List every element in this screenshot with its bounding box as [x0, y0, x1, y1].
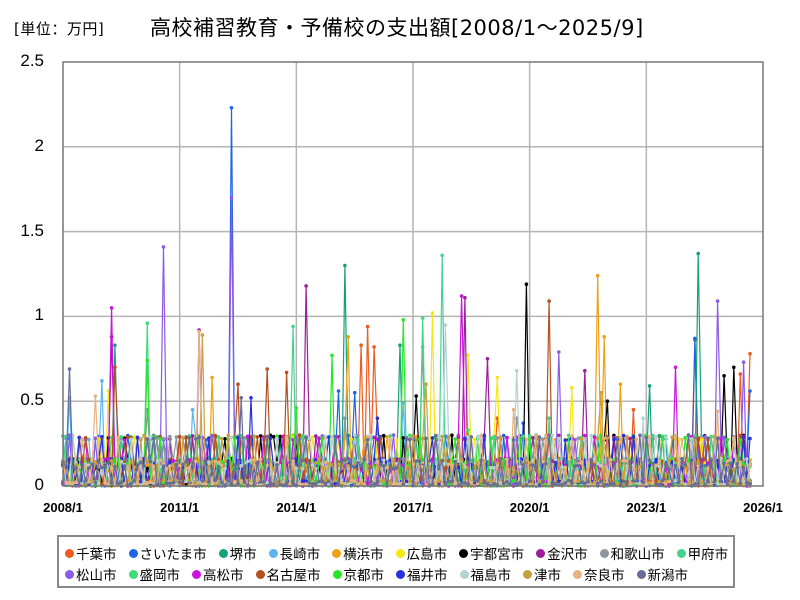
legend-label: 盛岡市 — [139, 568, 181, 584]
legend-item: 甲府市 — [676, 543, 729, 563]
x-tick-label: 2011/1 — [160, 500, 200, 515]
legend-marker-icon — [676, 548, 686, 558]
y-tick-label: 0.5 — [20, 390, 44, 410]
y-tick-label: 2 — [34, 135, 44, 155]
legend-marker-icon — [268, 548, 278, 558]
legend-item: 広島市 — [395, 543, 448, 563]
legend-item: 京都市 — [332, 564, 385, 584]
legend: 千葉市 さいたま市 堺市 長崎市 横浜市 広島市 宇都宮市 金沢市 和歌山市 甲府市 松山市 盛岡市… — [57, 535, 735, 588]
legend-item: 横浜市 — [332, 543, 384, 563]
legend-marker-icon — [636, 569, 646, 579]
legend-item: 津市 — [523, 564, 561, 584]
legend-label: 高松市 — [203, 568, 244, 584]
legend-item: 福島市 — [459, 564, 512, 584]
legend-marker-icon — [332, 548, 342, 558]
legend-marker-icon — [128, 569, 138, 579]
legend-label: 津市 — [534, 568, 561, 584]
legend-item: 高松市 — [192, 564, 244, 584]
legend-item: 福井市 — [396, 564, 448, 584]
legend-item: 金沢市 — [536, 543, 588, 563]
legend-label: 甲府市 — [687, 547, 729, 563]
legend-item: 新潟市 — [636, 564, 689, 584]
legend-label: 福井市 — [407, 568, 448, 584]
x-tick-label: 2014/1 — [276, 500, 317, 515]
x-tick-label: 2008/1 — [43, 500, 83, 515]
legend-marker-icon — [395, 548, 405, 558]
legend-label: 宇都宮市 — [470, 547, 525, 563]
legend-item: 堺市 — [218, 543, 257, 563]
series-lines — [61, 106, 752, 489]
gridlines — [63, 62, 763, 486]
x-tick-label: 2017/1 — [393, 500, 433, 515]
legend-marker-icon — [218, 548, 228, 558]
legend-marker-icon — [459, 548, 469, 558]
y-tick-label: 0 — [34, 475, 44, 494]
y-tick-label: 1.5 — [20, 220, 44, 240]
legend-item: 松山市 — [65, 564, 117, 584]
legend-label: 和歌山市 — [610, 547, 665, 563]
legend-label: 名古屋市 — [266, 568, 321, 584]
legend-marker-icon — [459, 569, 469, 579]
legend-label: 京都市 — [343, 568, 385, 584]
plot-frame — [62, 61, 764, 487]
legend-marker-icon — [599, 548, 609, 558]
legend-item: さいたま市 — [128, 543, 207, 563]
x-tick-label: 2020/1 — [509, 500, 550, 515]
legend-label: さいたま市 — [139, 547, 207, 563]
legend-item: 千葉市 — [65, 543, 117, 563]
legend-marker-icon — [65, 548, 74, 558]
x-tick-label: 2026/1 — [743, 500, 783, 515]
legend-item: 長崎市 — [268, 543, 321, 563]
legend-label: 広島市 — [406, 547, 448, 563]
legend-item: 名古屋市 — [255, 564, 321, 584]
legend-marker-icon — [128, 548, 138, 558]
legend-label: 新潟市 — [647, 568, 689, 584]
x-tick-label: 2023/1 — [626, 500, 667, 515]
legend-item: 奈良市 — [573, 564, 625, 584]
legend-row-2: 松山市 盛岡市 高松市 名古屋市 京都市 福井市 福島市 津市 奈良市 新潟市 — [65, 564, 700, 584]
legend-item: 盛岡市 — [128, 564, 181, 584]
legend-label: 堺市 — [229, 547, 257, 563]
legend-marker-icon — [536, 548, 546, 558]
legend-marker-icon — [523, 569, 532, 579]
legend-marker-icon — [65, 569, 74, 579]
y-tick-label: 2.5 — [20, 51, 44, 70]
y-tick-label: 1 — [34, 305, 44, 325]
legend-marker-icon — [573, 569, 582, 579]
legend-marker-icon — [332, 569, 342, 579]
chart-title: 高校補習教育・予備校の支出額[2008/1～2025/9] — [150, 16, 644, 40]
legend-label: 千葉市 — [76, 547, 117, 563]
legend-item: 宇都宮市 — [459, 543, 524, 563]
legend-label: 奈良市 — [584, 568, 625, 584]
legend-label: 松山市 — [76, 568, 117, 584]
legend-marker-icon — [192, 569, 201, 579]
legend-label: 横浜市 — [343, 547, 384, 563]
legend-marker-icon — [255, 569, 265, 579]
unit-label: [単位：万円] — [14, 20, 105, 38]
legend-label: 長崎市 — [279, 547, 321, 563]
legend-label: 福島市 — [470, 568, 512, 584]
legend-marker-icon — [396, 569, 405, 579]
legend-row-1: 千葉市 さいたま市 堺市 長崎市 横浜市 広島市 宇都宮市 金沢市 和歌山市 甲府市 — [65, 543, 740, 563]
legend-item: 和歌山市 — [599, 543, 665, 563]
legend-label: 金沢市 — [547, 547, 588, 563]
